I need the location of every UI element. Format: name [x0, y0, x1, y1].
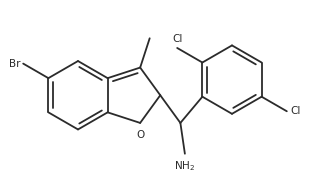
Text: Cl: Cl: [172, 34, 182, 44]
Text: NH$_2$: NH$_2$: [174, 159, 195, 173]
Text: Cl: Cl: [290, 106, 301, 116]
Text: Br: Br: [9, 59, 20, 69]
Text: O: O: [136, 130, 144, 140]
